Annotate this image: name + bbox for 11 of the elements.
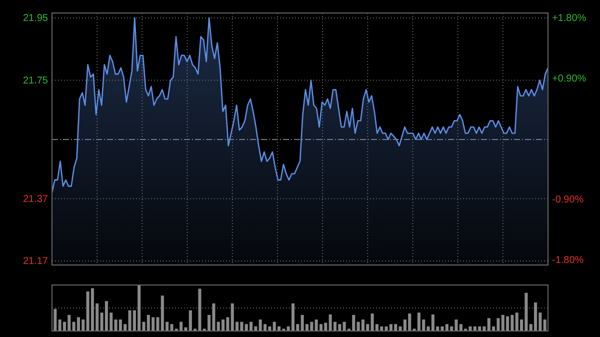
y2-tick-label: -1.80%	[552, 254, 584, 266]
y-tick-label: 21.37	[22, 194, 48, 205]
bar	[543, 320, 546, 331]
bar	[54, 308, 57, 331]
bar	[291, 303, 295, 331]
y2-tick-label: +0.90%	[552, 73, 586, 84]
y-tick-label: 21.17	[22, 256, 48, 268]
y2-tick-label: -0.90%	[552, 194, 584, 206]
y-tick-label: 21.75	[22, 75, 48, 86]
y2-tick-label: +1.80%	[552, 12, 586, 24]
y-tick-label: 21.95	[22, 13, 48, 24]
